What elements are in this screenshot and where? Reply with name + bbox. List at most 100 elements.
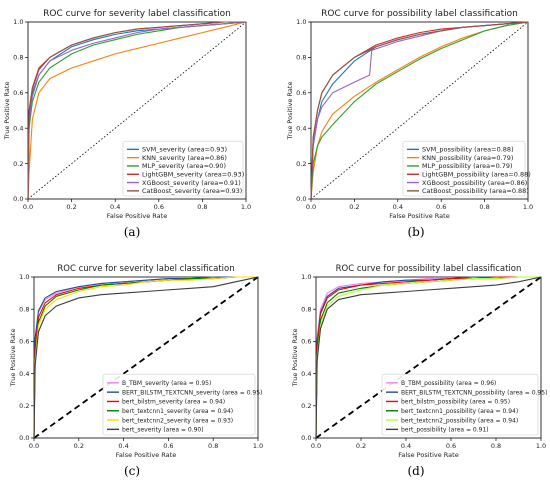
caption-c: (c): [123, 464, 141, 478]
legend-entry: CatBoost_possibility (area=0.88): [422, 187, 529, 195]
legend-entry: bert_bilstm_possibility (area = 0.95): [401, 399, 510, 406]
y-tick-label: 0.2: [13, 160, 23, 168]
y-tick-label: 1.0: [19, 273, 29, 281]
x-tick-label: 0.8: [491, 442, 501, 450]
legend-entry: BERT_BILSTM_TEXTCNN_possibility (area = …: [401, 389, 547, 396]
x-tick-label: 1.0: [241, 203, 251, 211]
x-tick-label: 0.2: [66, 203, 76, 211]
x-tick-label: 0.6: [436, 203, 446, 211]
y-tick-label: 0.6: [301, 338, 311, 346]
legend-entry: bert_possibility (area = 0.91): [401, 427, 489, 434]
x-tick-label: 0.4: [401, 442, 411, 450]
chart-title: ROC curve for severity label classificat…: [57, 264, 234, 274]
y-tick-label: 0.0: [13, 195, 23, 203]
y-tick-label: 0.4: [19, 370, 29, 378]
y-tick-label: 0.2: [296, 160, 306, 168]
legend-entry: bert_textcnn1_possibility (area = 0.94): [401, 408, 518, 415]
roc-series-line-5: [315, 276, 542, 439]
x-tick-label: 0.8: [197, 203, 207, 211]
x-tick-label: 0.6: [163, 442, 173, 450]
legend-entry: XGBoost_severity (area=0.91): [142, 179, 241, 187]
y-tick-label: 0.2: [301, 402, 311, 410]
chance-diagonal: [27, 21, 247, 200]
chance-diagonal: [310, 21, 529, 200]
roc-series-line-5: [310, 21, 529, 200]
x-tick-label: 0.6: [154, 203, 164, 211]
y-tick-label: 0.8: [13, 54, 23, 62]
legend-entry: B_TBM_possibility (area = 0.96): [401, 380, 496, 387]
roc-panel-1: ROC curve for possibility label classifi…: [286, 9, 533, 220]
caption-d: (d): [407, 464, 425, 478]
x-axis-label: False Positive Rate: [107, 212, 167, 220]
legend-box: [381, 373, 539, 436]
y-tick-label: 0.0: [301, 434, 311, 442]
y-tick-label: 1.0: [13, 18, 23, 26]
y-tick-label: 0.0: [296, 195, 306, 203]
roc-series-line-2: [310, 21, 529, 200]
y-tick-label: 0.8: [296, 54, 306, 62]
roc-series-line-5: [27, 21, 246, 200]
caption-a: (a): [123, 225, 141, 239]
roc-series-line-2: [315, 276, 541, 439]
x-tick-label: 0.0: [29, 442, 39, 450]
y-tick-label: 0.4: [296, 124, 306, 132]
x-tick-label: 1.0: [253, 442, 263, 450]
roc-series-line-4: [33, 276, 258, 439]
legend-entry: BERT_BILSTM_TEXTCNN_severity (area = 0.9…: [122, 389, 262, 396]
x-tick-label: 0.0: [23, 203, 33, 211]
x-tick-label: 0.6: [446, 442, 456, 450]
legend-box: [102, 373, 256, 436]
legend-entry: bert_textcnn1_severity (area = 0.94): [122, 408, 233, 415]
x-axis-label: False Positive Rate: [389, 212, 449, 220]
y-tick-label: 0.0: [19, 434, 29, 442]
legend-entry: LightGBM_severity (area=0.93): [142, 170, 244, 178]
legend-entry: KNN_severity (area=0.86): [142, 154, 227, 162]
y-tick-label: 0.4: [13, 124, 23, 132]
x-tick-label: 0.0: [306, 203, 316, 211]
y-tick-label: 0.4: [301, 370, 311, 378]
x-tick-label: 0.4: [393, 203, 403, 211]
legend-box: [402, 140, 526, 197]
x-tick-label: 0.4: [110, 203, 120, 211]
caption-b: (b): [407, 225, 425, 239]
legend-entry: CatBoost_severity (area=0.93): [142, 187, 242, 195]
x-tick-label: 0.2: [349, 203, 359, 211]
y-tick-label: 0.2: [19, 402, 29, 410]
legend-box: [122, 140, 244, 197]
y-tick-label: 0.8: [19, 305, 29, 313]
x-tick-label: 0.0: [311, 442, 321, 450]
x-tick-label: 0.4: [118, 442, 128, 450]
roc-series-line-4: [27, 21, 247, 200]
roc-series-line-1: [33, 276, 258, 439]
roc-series-line-1: [27, 21, 247, 200]
chance-diagonal: [315, 276, 542, 439]
x-tick-label: 0.2: [74, 442, 84, 450]
chart-title: ROC curve for possibility label classifi…: [321, 9, 518, 19]
chance-diagonal: [33, 276, 259, 439]
y-tick-label: 1.0: [301, 273, 311, 281]
roc-panel-0: ROC curve for severity label classificat…: [3, 9, 251, 220]
x-tick-label: 0.8: [208, 442, 218, 450]
chart-title: ROC curve for possibility label classifi…: [336, 264, 522, 274]
legend-entry: bert_textcnn2_possibility (area = 0.94): [401, 417, 518, 424]
legend-entry: SVM_severity (area=0.93): [142, 146, 227, 154]
y-tick-label: 1.0: [296, 18, 306, 26]
y-tick-label: 0.6: [296, 89, 306, 97]
legend-entry: bert_bilstm_severity (area = 0.94): [122, 399, 225, 406]
legend-entry: bert_textcnn2_severity (area = 0.93): [122, 417, 233, 424]
y-axis-label: True Positive Rate: [9, 329, 17, 388]
y-tick-label: 0.6: [19, 338, 29, 346]
y-axis-label: True Positive Rate: [3, 82, 11, 141]
roc-panel-3: ROC curve for possibility label classifi…: [291, 264, 547, 459]
y-tick-label: 0.6: [13, 89, 23, 97]
roc-panel-2: ROC curve for severity label classificat…: [9, 264, 263, 459]
legend-entry: XGBoost_possibility (area=0.86): [422, 179, 527, 187]
legend-entry: LightGBM_possibility (area=0.88): [422, 170, 531, 178]
x-tick-label: 1.0: [523, 203, 533, 211]
x-axis-label: False Positive Rate: [116, 451, 176, 459]
y-tick-label: 0.8: [301, 305, 311, 313]
legend-entry: B_TBM_severity (area = 0.95): [122, 380, 211, 387]
legend-entry: SVM_possibility (area=0.88): [422, 146, 514, 154]
